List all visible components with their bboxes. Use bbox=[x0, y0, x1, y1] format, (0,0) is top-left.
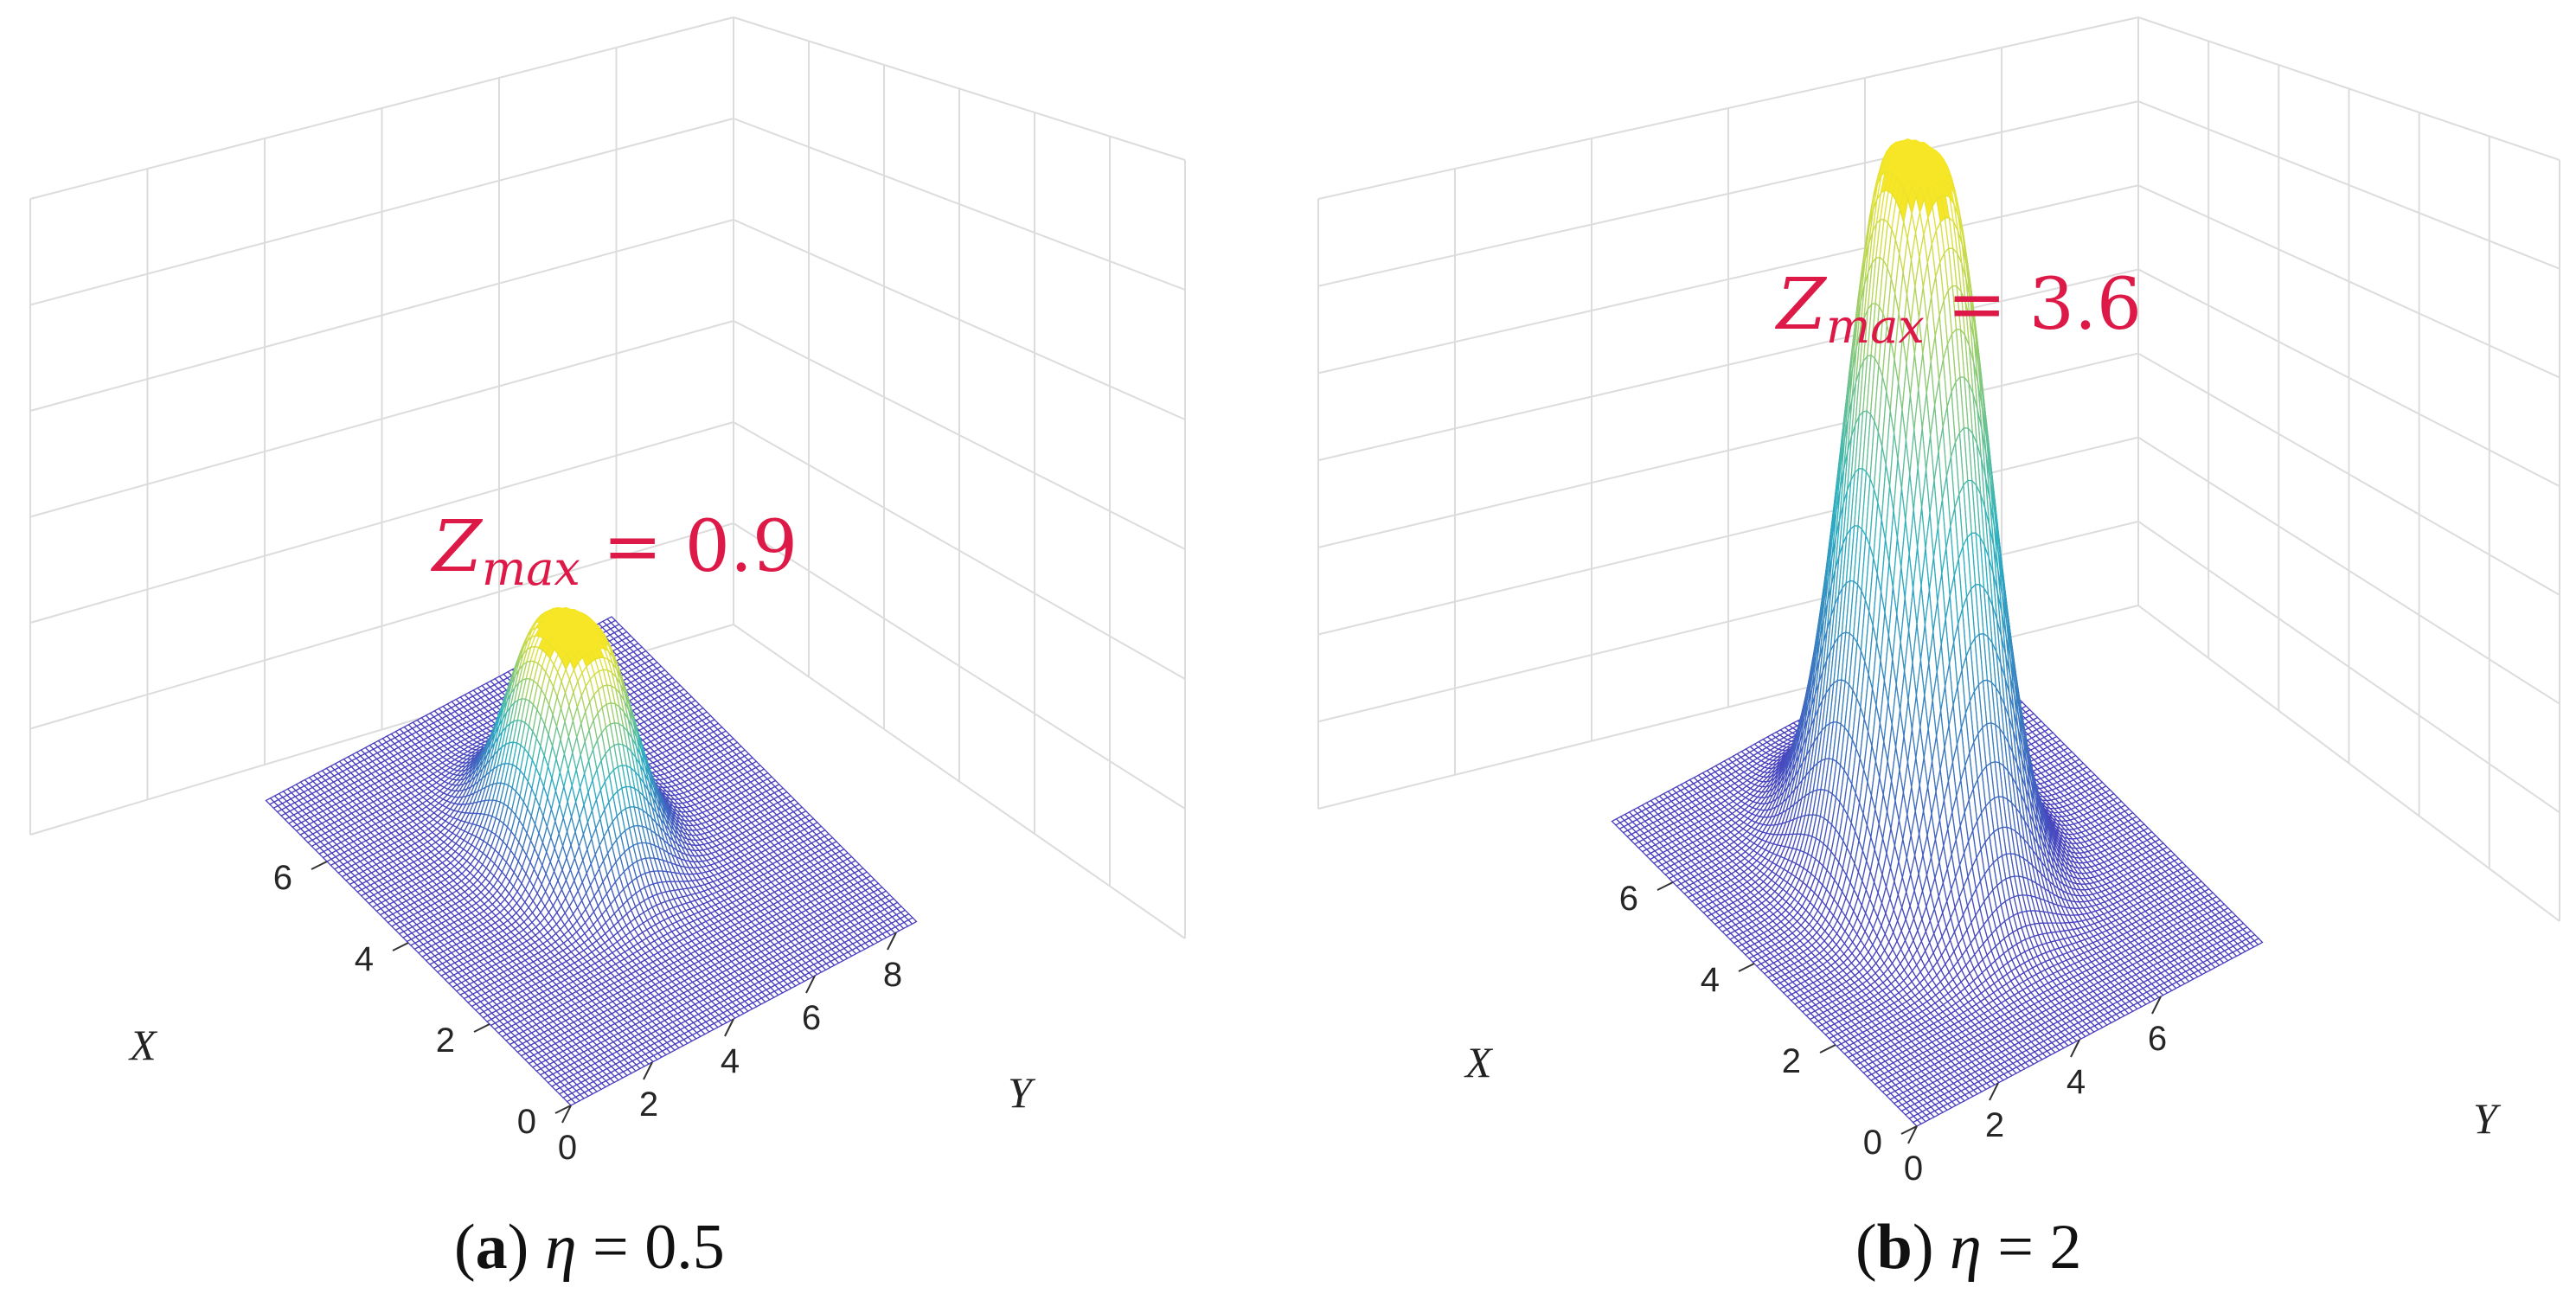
grid-line bbox=[733, 522, 1186, 810]
grid-line bbox=[733, 624, 1186, 939]
panel-a-mesh bbox=[265, 607, 918, 1106]
grid-line bbox=[29, 118, 734, 306]
grid-line bbox=[733, 219, 1186, 420]
panel-a-grid bbox=[29, 16, 1186, 939]
grid-line bbox=[29, 522, 734, 730]
grid-line bbox=[733, 421, 1186, 680]
grid-line bbox=[29, 320, 734, 518]
grid-line bbox=[733, 320, 1186, 550]
grid-line bbox=[733, 118, 1186, 291]
grid-line bbox=[29, 219, 734, 412]
grid-line bbox=[733, 16, 1186, 161]
grid-line bbox=[29, 421, 734, 624]
grid-line bbox=[29, 16, 734, 200]
